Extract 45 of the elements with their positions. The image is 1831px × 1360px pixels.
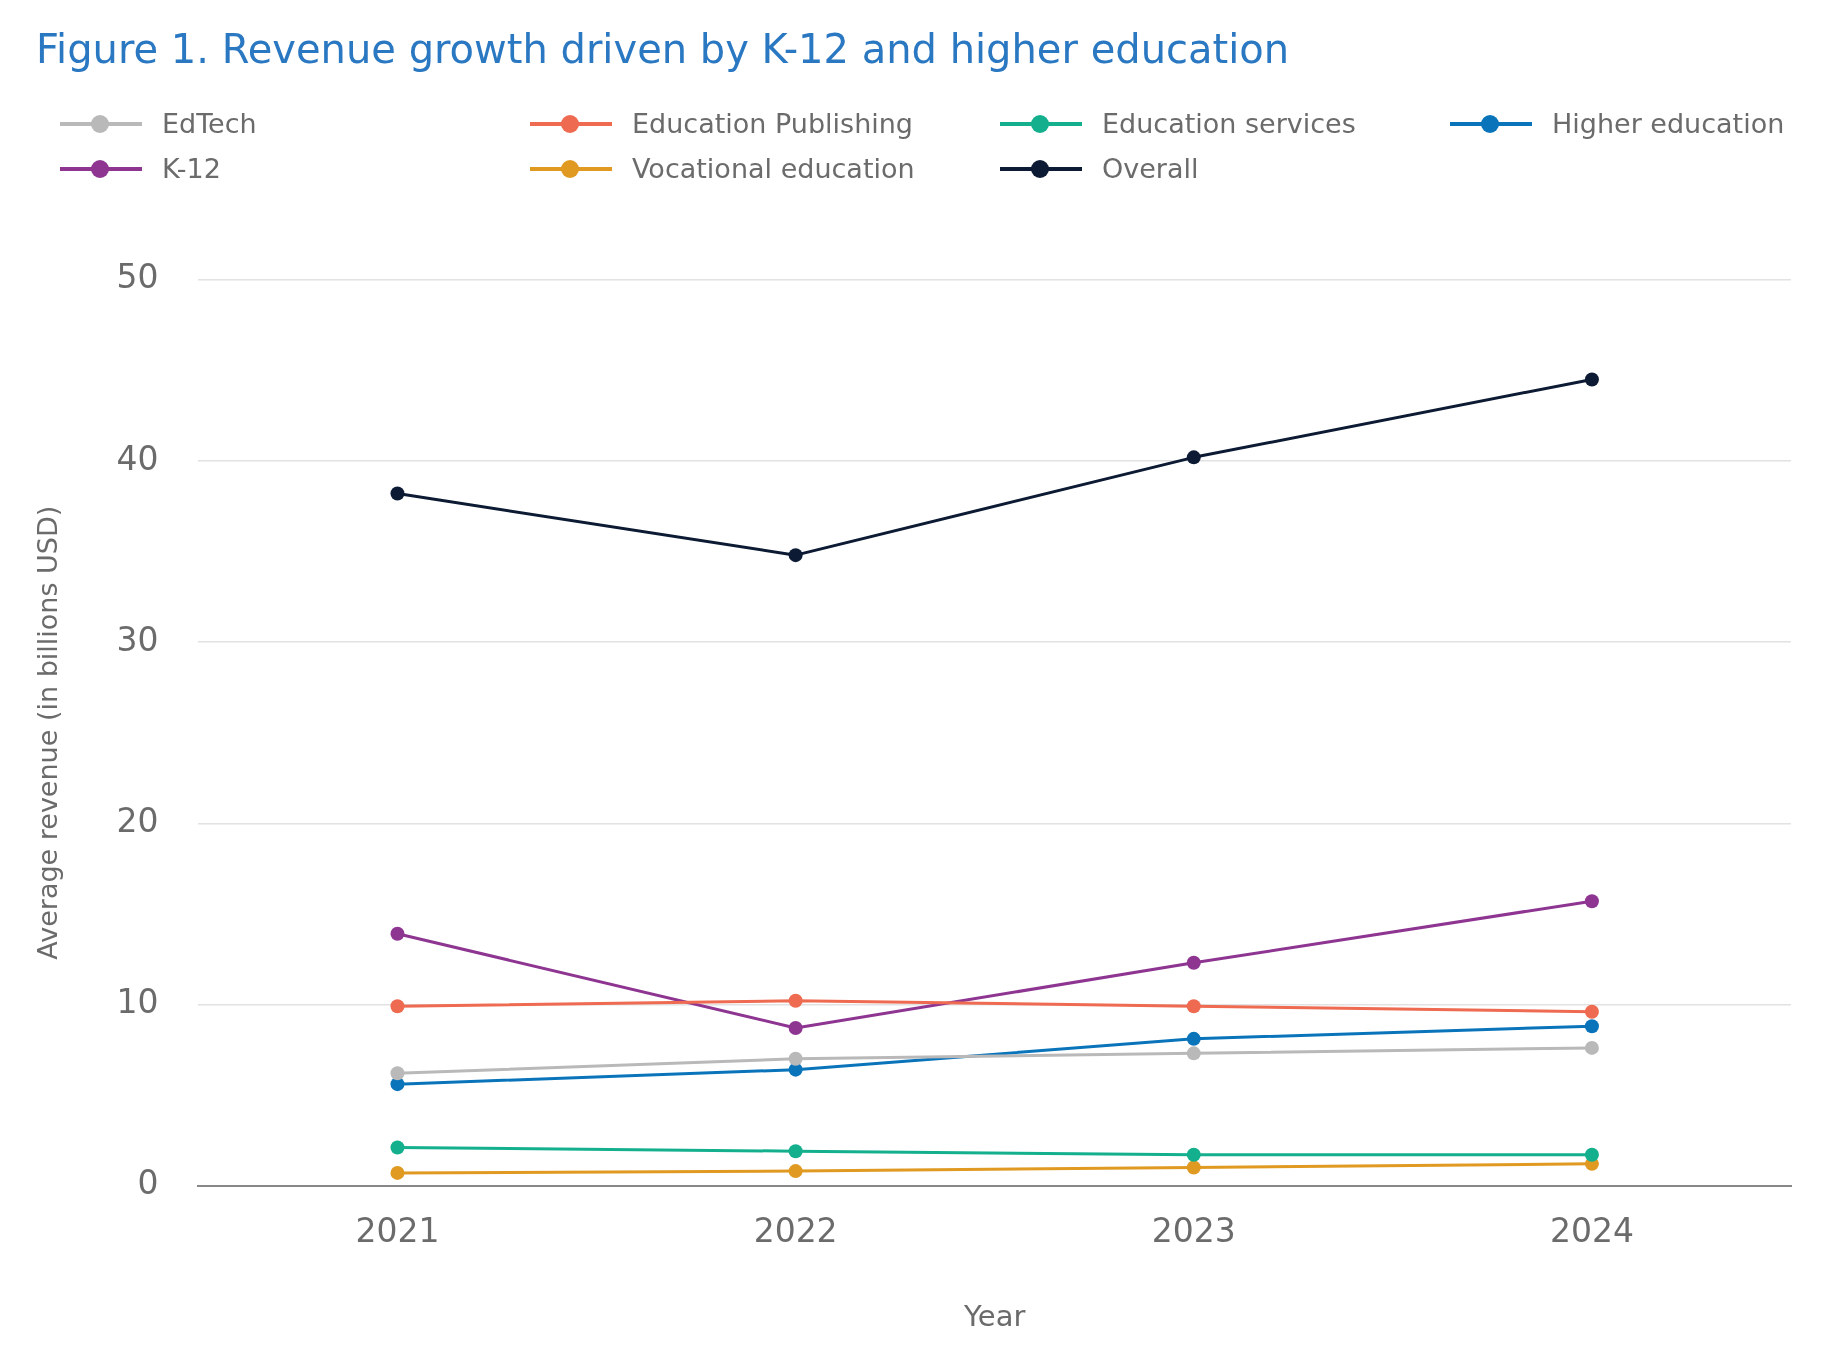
point bbox=[1584, 894, 1599, 909]
point bbox=[788, 993, 803, 1008]
y-axis-title: Average revenue (in billions USD) bbox=[32, 505, 64, 960]
point bbox=[1584, 1019, 1599, 1034]
point bbox=[788, 1051, 803, 1066]
y-tick-label: 30 bbox=[116, 619, 159, 659]
point bbox=[1584, 1004, 1599, 1019]
x-tick-label: 2023 bbox=[1151, 1210, 1236, 1250]
point bbox=[788, 1020, 803, 1035]
point bbox=[788, 1144, 803, 1159]
point bbox=[788, 1164, 803, 1179]
point bbox=[1186, 1147, 1201, 1162]
y-tick-label: 0 bbox=[137, 1163, 159, 1203]
point bbox=[1186, 1160, 1201, 1175]
point bbox=[390, 1140, 405, 1155]
point bbox=[390, 999, 405, 1014]
legend-label: Overall bbox=[1102, 153, 1199, 184]
legend-label: Education Publishing bbox=[632, 108, 913, 139]
point bbox=[1584, 1147, 1599, 1162]
point bbox=[1186, 450, 1201, 465]
point bbox=[1584, 1040, 1599, 1055]
y-tick-label: 50 bbox=[116, 257, 159, 297]
point bbox=[390, 1165, 405, 1180]
y-tick-label: 40 bbox=[116, 438, 159, 478]
legend-label: K-12 bbox=[162, 153, 221, 184]
legend-label: EdTech bbox=[162, 108, 257, 139]
legend-label: Vocational education bbox=[632, 153, 915, 184]
y-tick-label: 20 bbox=[116, 800, 159, 840]
point bbox=[390, 1066, 405, 1081]
legend-label: Education services bbox=[1102, 108, 1356, 139]
x-axis-title: Year bbox=[962, 1299, 1026, 1334]
point bbox=[1584, 372, 1599, 387]
point bbox=[1186, 1031, 1201, 1046]
y-tick-label: 10 bbox=[116, 982, 159, 1022]
point bbox=[1186, 999, 1201, 1014]
point bbox=[390, 486, 405, 501]
chart-title: Figure 1. Revenue growth driven by K-12 and higher education bbox=[36, 26, 1290, 72]
point bbox=[390, 926, 405, 941]
x-tick-label: 2022 bbox=[753, 1210, 838, 1250]
legend-label: Higher education bbox=[1552, 108, 1785, 139]
point bbox=[1186, 955, 1201, 970]
point bbox=[1186, 1046, 1201, 1061]
x-tick-label: 2021 bbox=[355, 1210, 440, 1250]
point bbox=[788, 548, 803, 563]
x-tick-label: 2024 bbox=[1549, 1210, 1634, 1250]
